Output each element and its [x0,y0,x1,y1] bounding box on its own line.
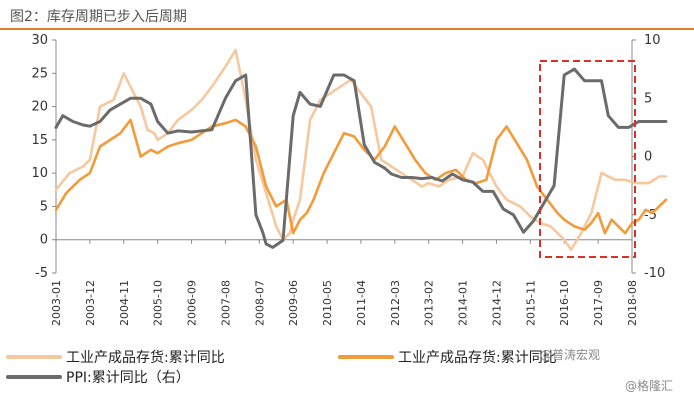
page-title: 图2：库存周期已步入后周期 [10,9,187,25]
x-tick-label: 2017-09 [592,280,605,326]
series-line-2 [54,118,668,235]
x-tick-label: 2005-10 [152,280,165,326]
watermark-corner: @格隆汇 [625,378,673,393]
legend: 工业产成品存货:累计同比 工业产成品存货:累计同比 PPI:累计同比（右） [6,349,557,386]
y-left-tick-label: 0 [40,233,48,248]
legend-label-2: 工业产成品存货:累计同比 [398,349,557,366]
x-tick-label: 2016-10 [558,280,571,326]
series-line-1 [54,48,668,251]
x-tick-label: 2006-09 [186,280,199,326]
title-divider [0,28,694,30]
x-tick-label: 2014-01 [457,280,470,326]
y-left-tick-label: 5 [40,199,48,214]
x-tick-label: 2003-01 [50,280,63,326]
y-left-tick-label: 15 [31,133,48,148]
y-right-tick-label: 0 [644,150,652,165]
x-tick-label: 2003-12 [84,280,97,326]
y-left-tick-label: 25 [31,66,48,81]
y-right-tick-label: 10 [644,33,661,48]
series-lines [54,48,668,251]
legend-label-1: 工业产成品存货:累计同比 [66,349,225,366]
y-left-tick-label: -5 [35,266,48,281]
x-tick-label: 2013-02 [423,280,436,326]
x-tick-label: 2009-06 [287,280,300,326]
highlight-box [539,60,636,258]
y-left-tick-label: 20 [31,100,48,115]
x-tick-label: 2015-11 [524,280,537,326]
y-left-tick-label: 30 [31,33,48,48]
series-line-3 [54,67,668,249]
x-tick-label: 2008-07 [253,280,266,326]
x-tick-label: 2012-03 [389,280,402,326]
x-tick-label: 2004-11 [118,280,131,326]
x-tick-label: 2010-05 [321,280,334,326]
y-right-tick-label: -10 [644,266,665,281]
legend-label-3: PPI:累计同比（右） [66,370,190,386]
x-tick-label: 2014-12 [490,280,503,326]
x-tick-label: 2011-04 [355,280,368,326]
x-tick-label: 2007-08 [219,280,232,326]
watermark-center: @普涛宏观 [540,347,600,362]
y-right-tick-label: 5 [644,91,652,106]
annotations [539,60,636,258]
y-left-tick-label: 10 [31,166,48,181]
x-tick-label: 2018-08 [626,280,639,326]
